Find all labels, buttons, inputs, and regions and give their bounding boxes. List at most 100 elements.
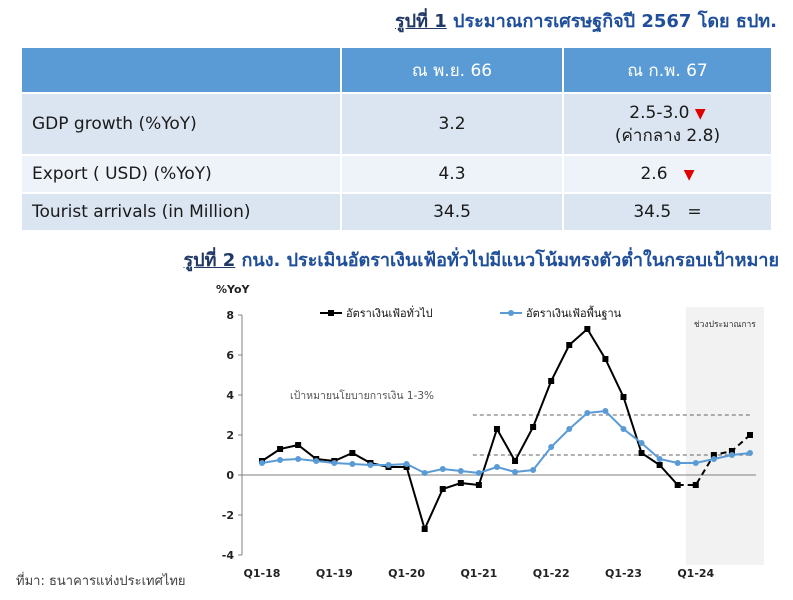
x-tick-label: Q1-24: [677, 567, 714, 580]
series-point: [566, 342, 573, 348]
series-point: [277, 446, 284, 452]
target-band-label: เป้าหมายนโยบายการเงิน 1-3%: [290, 389, 434, 402]
series-point: [295, 442, 302, 448]
inflation-chart: ช่วงประมาณการ -4 -2 0 2 4 6 8 %YoY Q1-18 Q1-19 Q1-2…: [216, 283, 764, 580]
figure1-title: รูปที่ 1 ประมาณการเศรษฐกิจปี 2567 โดย ธป…: [395, 6, 777, 35]
series-point: [728, 448, 735, 454]
series-point: [331, 460, 338, 466]
series-point: [439, 486, 446, 492]
series-point: [295, 456, 302, 462]
series-point: [512, 458, 519, 464]
legend-swatch-marker: [508, 310, 514, 316]
y-axis-label: %YoY: [216, 283, 251, 296]
y-tick-label: -4: [222, 549, 235, 562]
row-value-feb67-main: 2.5-3.0: [629, 102, 690, 123]
row-label: Tourist arrivals (in Million): [20, 192, 342, 232]
series-point: [620, 426, 627, 432]
figure2-text: กนง. ประเมินอัตราเงินเฟ้อทั่วไปมีแนวโน้ม…: [241, 250, 779, 271]
y-tick-label: 6: [226, 349, 234, 362]
figure1-text: ประมาณการเศรษฐกิจปี 2567 โดย ธปท.: [453, 11, 777, 32]
series-point: [710, 452, 717, 458]
series-point: [493, 464, 500, 470]
figure2-title: รูปที่ 2 กนง. ประเมินอัตราเงินเฟ้อทั่วไป…: [184, 245, 780, 274]
series-point: [747, 450, 753, 456]
row-label: GDP growth (%YoY): [20, 92, 342, 156]
down-arrow-icon: ▼: [683, 167, 695, 183]
y-tick-label: 0: [226, 469, 234, 482]
series-point: [602, 408, 609, 414]
row-value-feb67-main: 34.5: [633, 202, 672, 222]
series-point: [584, 326, 591, 332]
table-row-export: Export ( USD) (%YoY) 4.3 2.6 ▼: [20, 154, 773, 194]
source-note: ที่มา: ธนาคารแห่งประเทศไทย: [16, 574, 186, 589]
series-point: [385, 462, 392, 468]
row-value-feb67: 34.5 =: [562, 192, 773, 232]
y-tick-label: 8: [226, 309, 234, 322]
x-tick-label: Q1-22: [533, 567, 570, 580]
table-header-nov66: ณ พ.ย. 66: [340, 46, 564, 94]
series-point: [566, 426, 573, 432]
figure2-number: รูปที่ 2: [183, 250, 236, 271]
series-point: [367, 462, 374, 468]
x-tick-label: Q1-20: [388, 567, 425, 580]
y-tick-label: 2: [226, 429, 234, 442]
series-point: [692, 460, 699, 466]
series-point: [674, 482, 681, 488]
x-tick-label: Q1-23: [605, 567, 642, 580]
equal-sign-icon: =: [687, 202, 702, 222]
series-point: [475, 470, 482, 476]
series-point: [349, 450, 356, 456]
legend-label: อัตราเงินเฟ้อพื้นฐาน: [526, 305, 622, 320]
series-point: [421, 470, 428, 476]
row-value-feb67: 2.6 ▼: [562, 154, 773, 194]
series-point: [439, 466, 446, 472]
row-value-nov66: 3.2: [340, 92, 564, 156]
series-point: [638, 450, 645, 456]
series-point: [548, 378, 555, 384]
figure1-number: รูปที่ 1: [395, 11, 447, 32]
series-point: [457, 480, 464, 486]
series-point: [584, 410, 591, 416]
row-value-nov66: 34.5: [340, 192, 564, 232]
series-point: [602, 356, 609, 362]
row-value-nov66: 4.3: [340, 154, 564, 194]
y-tick-label: -2: [222, 509, 234, 522]
table-row-gdp: GDP growth (%YoY) 3.2 2.5-3.0 ▼ (ค่ากลาง…: [20, 92, 773, 156]
table-row-tourist: Tourist arrivals (in Million) 34.5 34.5 …: [20, 192, 773, 232]
legend-label: อัตราเงินเฟ้อทั่วไป: [346, 305, 433, 320]
series-point: [313, 458, 320, 464]
series-line-1: [261, 409, 678, 475]
series-point: [548, 444, 555, 450]
table-header-feb67: ณ ก.พ. 67: [562, 46, 773, 94]
forecast-label: ช่วงประมาณการ: [694, 320, 756, 330]
series-point: [349, 461, 356, 467]
series-point: [656, 456, 663, 462]
series-point: [620, 394, 627, 400]
series-line-0: [261, 327, 679, 532]
series-point: [674, 460, 681, 466]
table-header-row: ณ พ.ย. 66 ณ ก.พ. 67: [20, 46, 773, 94]
series-point: [710, 456, 717, 462]
legend-swatch-marker: [328, 310, 334, 316]
series-point: [457, 468, 464, 474]
series-point: [656, 462, 663, 468]
row-value-feb67: 2.5-3.0 ▼ (ค่ากลาง 2.8): [562, 92, 773, 156]
row-value-feb67-note: (ค่ากลาง 2.8): [614, 125, 721, 146]
row-value-feb67-main: 2.6: [640, 164, 668, 184]
series-point: [530, 467, 537, 473]
series-point: [493, 426, 500, 432]
estimate-table: ณ พ.ย. 66 ณ ก.พ. 67 GDP growth (%YoY) 3.…: [20, 46, 773, 232]
table-header-blank: [20, 46, 342, 94]
series-point: [403, 461, 410, 467]
series-point: [728, 452, 735, 458]
series-point: [512, 469, 519, 475]
series-point: [475, 482, 482, 488]
series-point: [530, 424, 537, 430]
series-point: [421, 526, 428, 532]
x-tick-label: Q1-18: [244, 567, 281, 580]
down-arrow-icon: ▼: [694, 105, 706, 122]
x-tick-label: Q1-21: [460, 567, 497, 580]
row-label: Export ( USD) (%YoY): [20, 154, 342, 194]
y-tick-label: 4: [226, 389, 234, 402]
series-point: [259, 460, 265, 466]
